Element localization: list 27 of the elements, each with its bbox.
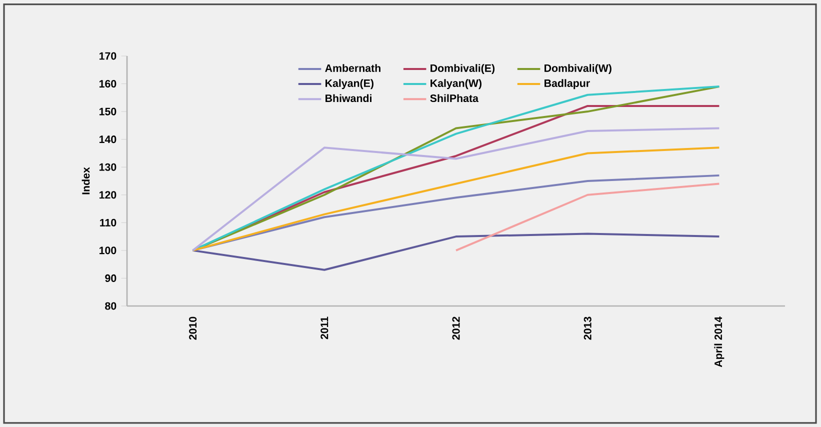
x-tick-label: April 2014 [714,316,724,368]
y-tick-label: 110 [100,218,116,226]
line-series [192,146,720,252]
legend-label: Kalyan(W) [430,79,482,90]
y-tick-label: 120 [99,191,116,199]
y-tick-label: 100 [99,246,116,254]
y-tick-label: 80 [105,302,116,310]
y-tick-label: 150 [99,108,116,116]
y-tick-label: 140 [99,136,116,144]
legend-label: ShilPhata [430,94,479,102]
legend-label: Bhiwandi [326,94,372,102]
x-tick-label: 2011 [320,316,328,340]
y-tick-label: 160 [99,80,116,88]
y-axis-title: Index [82,167,90,194]
line-series [192,232,720,271]
x-tick-label: 2013 [584,316,592,340]
y-tick-label: 130 [99,163,116,171]
line-series [192,127,720,252]
x-tick-label: 2012 [452,316,460,340]
x-tick-label: 2010 [189,316,197,340]
legend-label: Kalyan(E) [326,79,374,90]
legend-label: Dombivali(W) [544,64,612,74]
legend-label: Badlapur [544,79,590,90]
legend-label: Dombivali(E) [430,64,495,74]
legend-label: Ambernath [325,64,380,72]
y-tick-label: 170 [99,52,116,60]
y-tick-label: 90 [105,274,116,282]
